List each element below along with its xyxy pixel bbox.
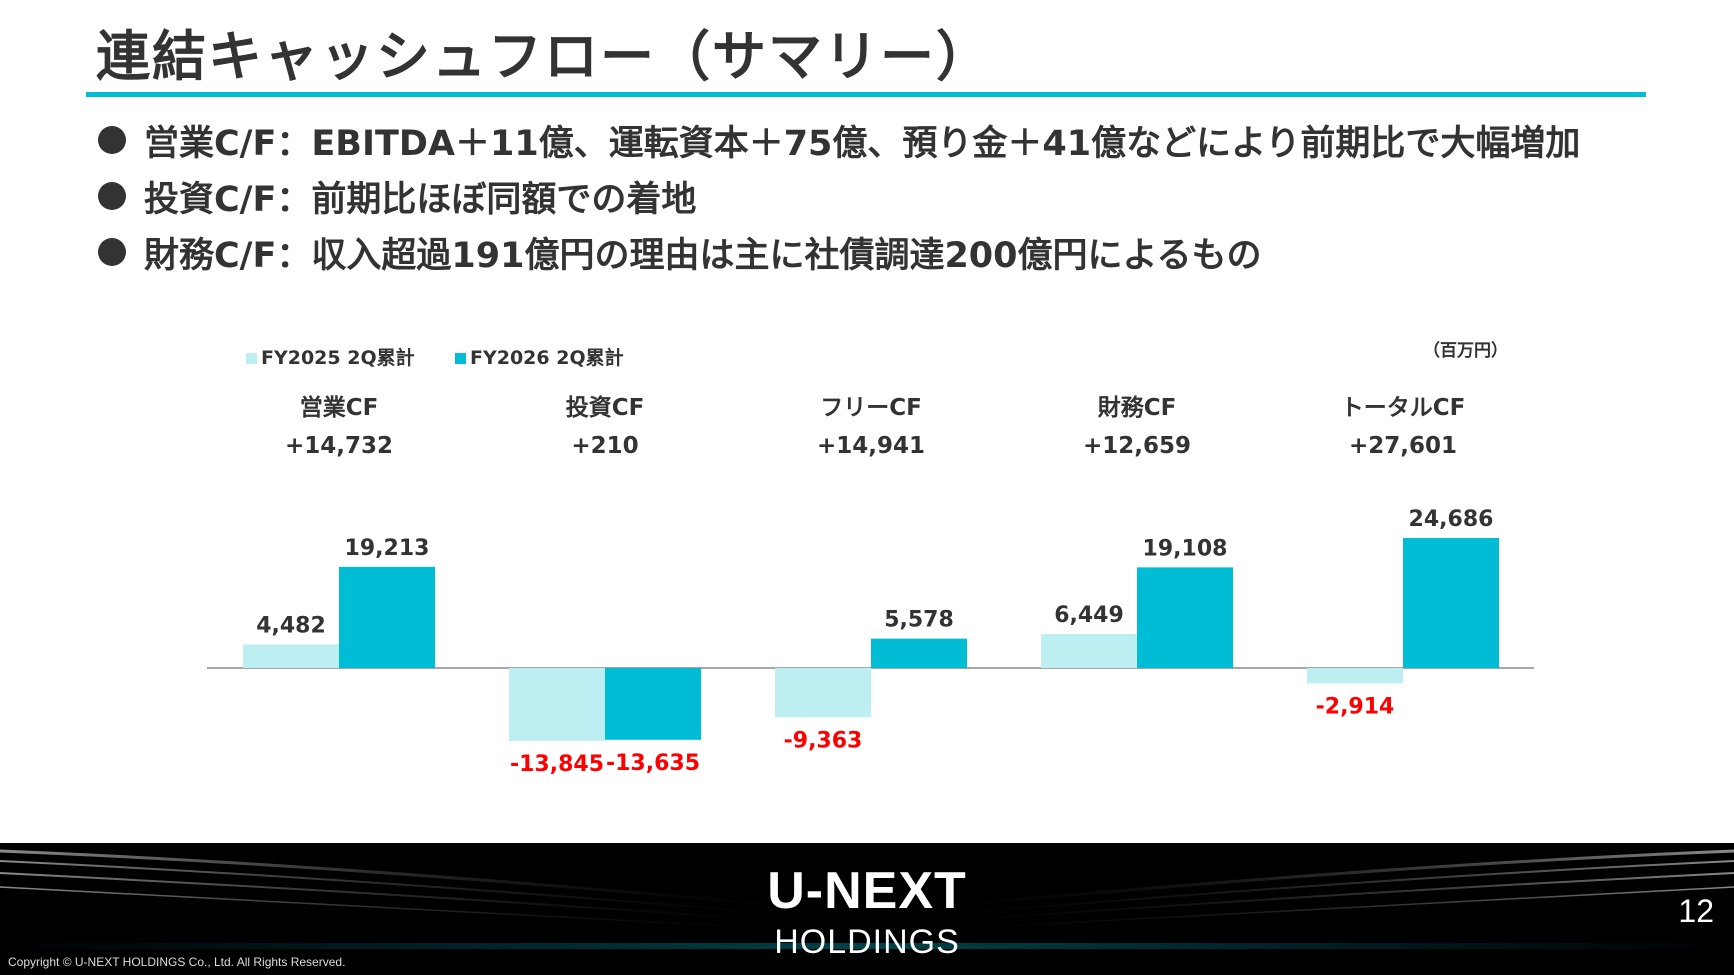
data-label: 6,449 [1054, 603, 1124, 628]
category-label: 財務CF [1098, 394, 1177, 421]
footer-banner: U-NEXT HOLDINGS 12 Copyright © U-NEXT HO… [0, 843, 1734, 975]
category-label: フリーCF [820, 395, 922, 421]
category-label: トータルCF [1341, 395, 1466, 421]
legend-swatch-0 [246, 353, 257, 364]
bar-fy2026 [1403, 538, 1499, 668]
bar-fy2026 [1137, 567, 1233, 668]
cash-flow-chart: FY2025 2Q累計 FY2026 2Q累計 （百万円） 営業CF +14,732 4,… [0, 320, 1734, 790]
category-label: 投資CF [566, 394, 645, 421]
bar-fy2026 [871, 638, 967, 668]
data-label: 19,213 [345, 536, 430, 561]
category-delta: +14,732 [285, 433, 393, 459]
cash-flow-bar-chart: FY2025 2Q累計 FY2026 2Q累計 （百万円） 営業CF +14,732 4,… [207, 340, 1534, 777]
data-label: -13,635 [606, 751, 700, 776]
bar-fy2025 [1041, 634, 1137, 668]
company-logo-sub: HOLDINGS [774, 923, 960, 961]
data-label: 19,108 [1143, 536, 1228, 561]
bullet-text: 営業C/F：EBITDA＋11億、運転資本＋75億、預り金＋41億などにより前期… [144, 123, 1581, 164]
data-label: -2,914 [1316, 694, 1395, 719]
category-delta: +12,659 [1083, 433, 1191, 459]
company-logo: U-NEXT [767, 862, 967, 920]
footer-streaks-decoration [0, 849, 1734, 949]
legend-label-0: FY2025 2Q累計 [261, 346, 415, 369]
bullet-operating-cf: 営業C/F：EBITDA＋11億、運転資本＋75億、預り金＋41億などにより前期… [98, 112, 1580, 168]
bar-fy2025 [243, 644, 339, 668]
data-label: -9,363 [784, 728, 863, 753]
bar-fy2025 [775, 668, 871, 718]
title-underline [86, 92, 1646, 97]
category-delta: +27,601 [1349, 433, 1457, 459]
bar-fy2025 [1307, 668, 1403, 684]
data-label: 5,578 [884, 608, 954, 633]
unit-label: （百万円） [1423, 340, 1508, 361]
bar-fy2026 [605, 668, 701, 740]
copyright-text: Copyright © U-NEXT HOLDINGS Co., Ltd. Al… [8, 955, 346, 969]
bullet-text: 財務C/F：収入超過191億円の理由は主に社債調達200億円によるもの [144, 235, 1262, 276]
bullet-dot-icon [98, 182, 126, 210]
bar-fy2025 [509, 668, 605, 741]
bullet-financing-cf: 財務C/F：収入超過191億円の理由は主に社債調達200億円によるもの [98, 224, 1580, 280]
category-delta: +14,941 [817, 433, 925, 459]
bullet-list: 営業C/F：EBITDA＋11億、運転資本＋75億、預り金＋41億などにより前期… [98, 112, 1580, 280]
data-label: 24,686 [1409, 507, 1494, 532]
bullet-dot-icon [98, 238, 126, 266]
bullet-investing-cf: 投資C/F：前期比ほぼ同額での着地 [98, 168, 1580, 224]
data-label: 4,482 [256, 613, 326, 638]
page-title: 連結キャッシュフロー（サマリー） [96, 25, 992, 88]
data-label: -13,845 [510, 752, 604, 777]
category-delta: +210 [571, 433, 638, 459]
category-label: 営業CF [300, 394, 379, 421]
bar-fy2026 [339, 566, 435, 668]
legend-label-1: FY2026 2Q累計 [470, 346, 624, 369]
page-number: 12 [1678, 893, 1714, 929]
bullet-text: 投資C/F：前期比ほぼ同額での着地 [144, 179, 697, 220]
legend-swatch-1 [455, 353, 466, 364]
bullet-dot-icon [98, 126, 126, 154]
